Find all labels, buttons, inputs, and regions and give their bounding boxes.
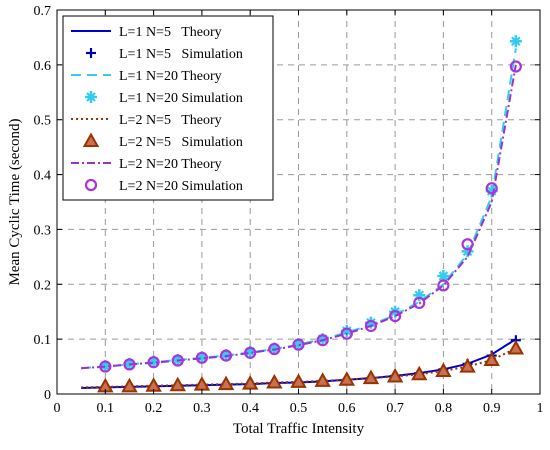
series-3	[99, 35, 522, 373]
data-point	[316, 334, 329, 347]
plot-area	[81, 35, 525, 393]
legend-label: L=1 N=5 Theory	[119, 25, 222, 40]
x-tick-label: 0.8	[435, 401, 453, 416]
y-tick-label: 0	[44, 388, 51, 403]
x-tick-label: 0.6	[338, 401, 356, 416]
data-point	[123, 358, 136, 371]
legend-swatch	[82, 132, 100, 147]
y-tick-label: 0.4	[34, 169, 52, 184]
data-point	[171, 354, 184, 367]
data-point	[266, 373, 283, 389]
legend-swatch	[85, 91, 97, 103]
legend-entry: L=2 N=5 Theory	[71, 113, 222, 128]
x-tick-label: 1	[537, 401, 544, 416]
data-point	[290, 373, 307, 388]
y-tick-label: 0.2	[34, 278, 52, 293]
data-point	[509, 35, 522, 48]
legend-swatch	[86, 48, 96, 58]
legend-label: L=2 N=20 Theory	[119, 157, 222, 172]
legend: L=1 N=5 Theory L=1 N=5 Simulation L=1 N=20…	[62, 15, 274, 201]
y-tick-label: 0.7	[34, 4, 52, 19]
data-point	[217, 375, 235, 391]
legend-entry: L=1 N=20 Simulation	[85, 91, 243, 106]
x-tick-label: 0.7	[386, 401, 404, 416]
data-point	[364, 319, 378, 333]
x-tick-label: 0	[54, 401, 61, 416]
x-tick-label: 0.9	[483, 401, 501, 416]
legend-swatch	[84, 178, 98, 192]
data-point	[195, 351, 208, 364]
data-point	[241, 375, 259, 390]
data-point	[292, 338, 305, 351]
legend-label: L=2 N=20 Simulation	[119, 179, 243, 194]
legend-entry: L=2 N=20 Theory	[71, 157, 222, 172]
data-point	[99, 360, 112, 373]
legend-entry: L=2 N=20 Simulation	[84, 178, 243, 194]
legend-label: L=1 N=20 Theory	[119, 69, 222, 84]
data-point	[483, 351, 500, 366]
x-tick-label: 0.2	[145, 401, 163, 416]
y-tick-label: 0.3	[34, 223, 52, 238]
data-point	[169, 376, 186, 392]
y-tick-label: 0.1	[34, 333, 52, 348]
data-point	[244, 346, 257, 359]
y-tick-label: 0.6	[34, 59, 52, 74]
legend-box	[62, 15, 274, 201]
data-point	[461, 238, 474, 251]
data-point	[509, 60, 522, 73]
data-point	[435, 362, 452, 377]
data-point	[507, 339, 525, 355]
data-point	[413, 296, 426, 310]
data-point	[389, 310, 402, 323]
y-tick-label: 0.5	[34, 114, 52, 129]
legend-label: L=2 N=5 Theory	[119, 113, 222, 128]
data-point	[268, 342, 281, 356]
y-axis-label: Mean Cyclic Time (second)	[7, 118, 23, 285]
data-point	[147, 356, 160, 369]
legend-entry: L=1 N=20 Theory	[71, 69, 222, 84]
legend-entry: L=2 N=5 Simulation	[82, 132, 243, 150]
series-7	[99, 60, 522, 373]
data-point	[386, 367, 404, 383]
data-point	[340, 327, 353, 340]
series-5	[97, 339, 525, 393]
data-point	[459, 358, 476, 373]
legend-label: L=1 N=20 Simulation	[119, 91, 243, 106]
data-point	[314, 372, 331, 387]
x-tick-label: 0.5	[290, 401, 308, 416]
x-tick-label: 0.3	[193, 401, 211, 416]
x-tick-label: 0.4	[241, 401, 259, 416]
legend-entry: L=1 N=5 Theory	[71, 25, 222, 40]
x-axis-label: Total Traffic Intensity	[233, 421, 365, 437]
legend-label: L=1 N=5 Simulation	[119, 47, 243, 62]
data-point	[121, 377, 138, 393]
data-point	[362, 369, 380, 385]
axis-ticks: 0 0.1 0.2 0.3 0.4 0.5 0.6 0.7 0.8 0.9 1 0 0.1 0.2 0.3 0…	[34, 4, 544, 416]
x-tick-label: 0.1	[97, 401, 115, 416]
data-point	[485, 182, 498, 195]
data-point	[411, 365, 428, 381]
data-point	[219, 349, 233, 362]
legend-label: L=2 N=5 Simulation	[119, 135, 243, 150]
data-point	[437, 279, 450, 292]
data-point	[338, 371, 356, 386]
legend-entry: L=1 N=5 Simulation	[86, 47, 243, 62]
